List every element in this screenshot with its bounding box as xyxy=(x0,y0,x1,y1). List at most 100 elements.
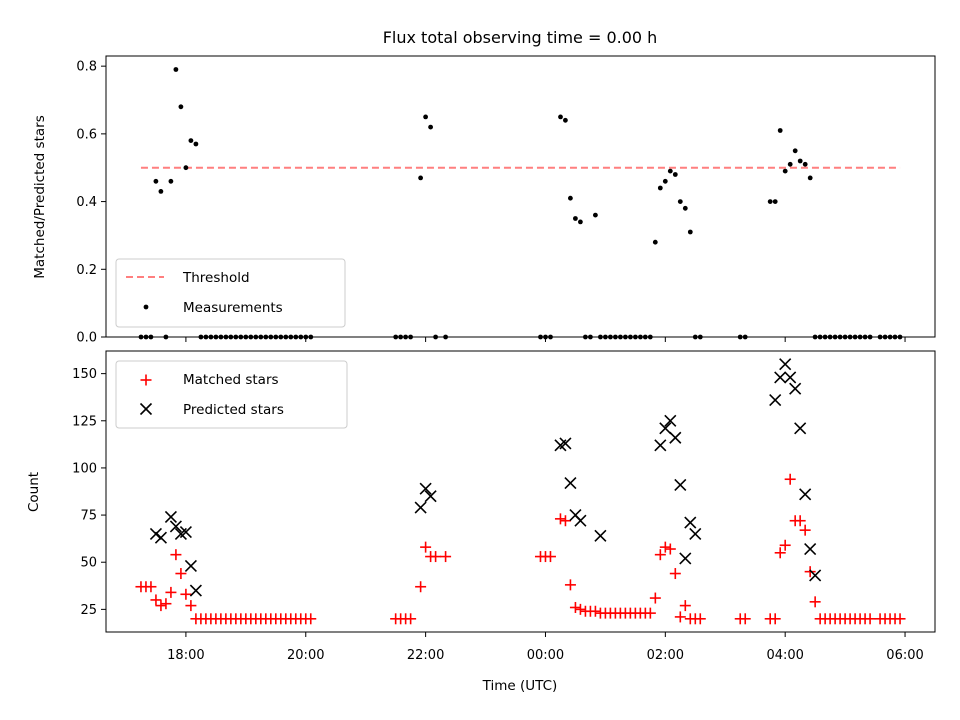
matched-star-point xyxy=(160,598,172,610)
measurement-point xyxy=(652,239,658,245)
ratio-y-tick-label: 0.2 xyxy=(76,263,97,278)
matched-star-point xyxy=(674,611,686,623)
matched-star-point xyxy=(774,547,786,559)
measurement-point xyxy=(428,124,433,130)
predicted-star-point xyxy=(684,516,697,529)
matched-star-point xyxy=(769,613,781,625)
matched-star-point xyxy=(809,596,821,608)
ratio-y-tick-label: 0.0 xyxy=(76,331,97,346)
predicted-star-point xyxy=(669,431,682,444)
ratio-y-ticks: 0.0 0.2 0.4 0.6 0.8 xyxy=(76,60,106,346)
predicted-star-point xyxy=(424,490,437,503)
x-tick-label: 02:00 xyxy=(647,648,684,663)
predicted-star-point xyxy=(664,414,677,427)
predicted-star-point xyxy=(804,542,817,556)
matched-star-point xyxy=(664,543,676,555)
predicted-star-point xyxy=(419,482,432,495)
measurement-point xyxy=(168,178,174,184)
matched-star-point xyxy=(559,515,571,527)
predicted-star-point xyxy=(809,569,822,582)
legend-matched-swatch xyxy=(140,374,152,386)
measurement-point xyxy=(178,104,184,110)
ratio-y-tick-label: 0.6 xyxy=(76,127,97,142)
chart-title: Flux total observing time = 0.00 h xyxy=(383,28,658,47)
matched-star-point xyxy=(794,515,806,527)
matched-star-point xyxy=(145,581,157,593)
predicted-star-point xyxy=(564,476,577,490)
matched-star-point xyxy=(544,551,556,563)
matched-star-point xyxy=(155,600,167,612)
measurement-point xyxy=(662,178,668,184)
measurement-point xyxy=(183,165,189,171)
predicted-star-point xyxy=(774,371,787,384)
predicted-star-point xyxy=(154,531,167,544)
x-tick-label: 20:00 xyxy=(287,648,324,663)
predicted-star-point xyxy=(674,478,687,491)
predicted-star-point xyxy=(574,514,587,527)
count-y-tick-label: 50 xyxy=(80,556,97,571)
measurement-point xyxy=(767,199,773,205)
predicted-star-point xyxy=(784,371,797,384)
matched-star-point xyxy=(569,601,581,613)
measurement-point xyxy=(807,175,813,181)
predicted-star-point xyxy=(164,510,177,524)
matched-star-point xyxy=(894,613,906,625)
measurement-point xyxy=(657,185,663,191)
predicted-star-point xyxy=(799,488,812,501)
predicted-star-point xyxy=(659,422,672,435)
predicted-star-point xyxy=(414,501,427,514)
matched-star-point xyxy=(669,568,681,580)
legend-matched-label: Matched stars xyxy=(183,372,279,388)
matched-star-point xyxy=(644,607,656,619)
measurement-point xyxy=(672,172,678,177)
measurement-point xyxy=(797,158,803,164)
predicted-star-point xyxy=(149,527,163,540)
measurement-point xyxy=(677,199,683,205)
legend-measurements-swatch xyxy=(143,304,149,310)
predicted-star-point xyxy=(559,437,572,450)
matched-star-point xyxy=(185,600,197,612)
matched-star-point xyxy=(175,568,187,580)
x-tick-label: 04:00 xyxy=(766,648,803,663)
matched-star-point xyxy=(165,586,177,598)
measurement-point xyxy=(787,161,793,167)
x-axis-label: Time (UTC) xyxy=(482,678,558,694)
matched-star-point xyxy=(440,551,452,563)
matched-star-point xyxy=(564,579,576,591)
count-legend: Matched stars Predicted stars xyxy=(115,360,348,429)
matched-star-point xyxy=(694,613,706,625)
predicted-star-point xyxy=(794,422,807,435)
count-y-tick-label: 125 xyxy=(72,414,97,429)
matched-star-point xyxy=(430,551,442,563)
count-legend-box xyxy=(115,360,348,429)
matched-star-point xyxy=(799,524,811,536)
predicted-star-point xyxy=(679,552,692,565)
measurement-point xyxy=(563,117,568,123)
measurement-point xyxy=(687,229,693,235)
count-y-tick-label: 25 xyxy=(80,603,97,618)
matched-star-point xyxy=(574,603,586,615)
x-tick-label: 06:00 xyxy=(886,648,923,663)
measurement-point xyxy=(782,168,788,174)
ratio-y-axis-label: Matched/Predicted stars xyxy=(32,115,48,278)
count-y-axis-label: Count xyxy=(26,472,42,512)
matched-star-point xyxy=(150,594,162,606)
matched-star-point xyxy=(589,605,601,617)
predicted-star-point xyxy=(184,559,197,573)
x-tick-label: 18:00 xyxy=(167,648,204,663)
predicted-star-point xyxy=(689,527,702,540)
predicted-star-point xyxy=(769,393,782,407)
predicted-star-point xyxy=(654,439,667,452)
measurement-point xyxy=(573,216,578,221)
matched-star-point xyxy=(739,613,751,625)
predicted-star-point xyxy=(179,525,192,539)
measurement-point xyxy=(193,141,199,147)
measurement-point xyxy=(777,128,783,133)
legend-predicted-label: Predicted stars xyxy=(183,402,284,418)
measurement-point xyxy=(792,148,798,154)
measurement-point xyxy=(158,189,164,194)
matched-star-point xyxy=(180,588,192,600)
legend-predicted-swatch xyxy=(139,402,153,416)
measurement-point xyxy=(418,175,423,181)
